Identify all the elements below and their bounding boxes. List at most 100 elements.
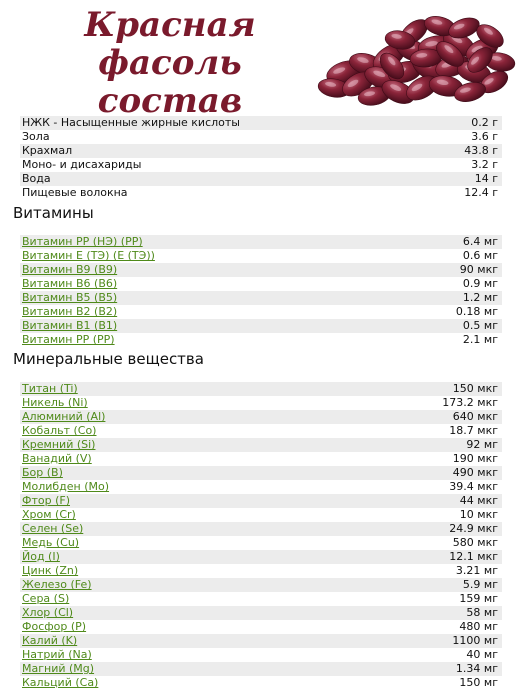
nutrient-value: 6.4 мг (462, 235, 498, 248)
nutrient-link[interactable]: Витамин B1 (B1) (22, 319, 118, 332)
nutrient-value: 24.9 мкг (449, 522, 498, 535)
nutrient-value: 90 мкг (459, 263, 498, 276)
nutrient-link[interactable]: Никель (Ni) (22, 396, 88, 409)
table-row: Кремний (Si) 92 мг (20, 438, 502, 452)
nutrient-link[interactable]: Алюминий (Al) (22, 410, 106, 423)
table-row: Титан (Ti) 150 мкг (20, 382, 502, 396)
nutrient-link[interactable]: Натрий (Na) (22, 648, 92, 661)
nutrient-value: 1.2 мг (462, 291, 498, 304)
nutrient-name: Моно- и дисахариды (22, 158, 142, 171)
table-row: Фтор (F) 44 мкг (20, 494, 502, 508)
nutrient-value: 3.2 г (471, 158, 498, 171)
nutrient-link[interactable]: Молибден (Mo) (22, 480, 110, 493)
nutrient-value: 1.34 мг (455, 662, 498, 675)
general-nutrients-table: НЖК - Насыщенные жирные кислоты 0.2 г Зола… (20, 116, 502, 200)
table-row: Селен (Se) 24.9 мкг (20, 522, 502, 536)
title-line-1: Красная фасоль (84, 5, 256, 83)
table-row: Кальций (Ca) 150 мг (20, 676, 502, 690)
nutrient-link[interactable]: Кальций (Ca) (22, 676, 99, 689)
nutrient-value: 0.2 г (471, 116, 498, 129)
table-row: Молибден (Mo) 39.4 мкг (20, 480, 502, 494)
table-row: Бор (B) 490 мкг (20, 466, 502, 480)
table-row: Витамин PP (НЭ) (PP) 6.4 мг (20, 235, 502, 249)
nutrient-value: 3.21 мг (455, 564, 498, 577)
table-row: Сера (S) 159 мг (20, 592, 502, 606)
table-row: Витамин PP (PP) 2.1 мг (20, 333, 502, 347)
nutrient-name: Зола (22, 130, 50, 143)
nutrient-value: 0.9 мг (462, 277, 498, 290)
table-row: НЖК - Насыщенные жирные кислоты 0.2 г (20, 116, 502, 130)
vitamins-heading: Витамины (13, 204, 94, 222)
nutrient-link[interactable]: Ванадий (V) (22, 452, 92, 465)
nutrient-link[interactable]: Селен (Se) (22, 522, 84, 535)
nutrient-value: 43.8 г (464, 144, 498, 157)
nutrient-link[interactable]: Фосфор (P) (22, 620, 87, 633)
nutrient-link[interactable]: Йод (I) (22, 550, 60, 563)
table-row: Натрий (Na) 40 мг (20, 648, 502, 662)
kidney-beans-image (317, 16, 516, 106)
nutrient-link[interactable]: Кобальт (Co) (22, 424, 97, 437)
nutrient-link[interactable]: Витамин B5 (B5) (22, 291, 118, 304)
nutrient-link[interactable]: Медь (Cu) (22, 536, 80, 549)
nutrient-link[interactable]: Магний (Mg) (22, 662, 95, 675)
nutrient-name: Крахмал (22, 144, 73, 157)
nutrient-link[interactable]: Витамин PP (НЭ) (PP) (22, 235, 143, 248)
nutrient-value: 159 мг (459, 592, 498, 605)
minerals-table: Титан (Ti) 150 мкг Никель (Ni) 173.2 мкг Алю… (20, 382, 502, 690)
nutrient-value: 640 мкг (452, 410, 498, 423)
nutrient-value: 12.4 г (464, 186, 498, 199)
table-row: Магний (Mg) 1.34 мг (20, 662, 502, 676)
nutrient-value: 490 мкг (452, 466, 498, 479)
table-row: Витамин B6 (B6) 0.9 мг (20, 277, 502, 291)
nutrient-name: НЖК - Насыщенные жирные кислоты (22, 116, 240, 129)
nutrient-link[interactable]: Титан (Ti) (22, 382, 78, 395)
nutrient-value: 0.6 мг (462, 249, 498, 262)
nutrient-value: 1100 мг (452, 634, 498, 647)
nutrient-link[interactable]: Калий (K) (22, 634, 78, 647)
nutrient-value: 3.6 г (471, 130, 498, 143)
table-row: Витамин E (ТЭ) (E (ТЭ)) 0.6 мг (20, 249, 502, 263)
title-line-2: состав (97, 81, 243, 121)
nutrient-value: 150 мг (459, 676, 498, 689)
nutrient-link[interactable]: Цинк (Zn) (22, 564, 79, 577)
table-row: Витамин B2 (B2) 0.18 мг (20, 305, 502, 319)
table-row: Алюминий (Al) 640 мкг (20, 410, 502, 424)
nutrient-link[interactable]: Железо (Fe) (22, 578, 92, 591)
nutrient-value: 0.18 мг (455, 305, 498, 318)
nutrient-name: Пищевые волокна (22, 186, 128, 199)
table-row: Фосфор (P) 480 мг (20, 620, 502, 634)
nutrient-value: 10 мкг (459, 508, 498, 521)
table-row: Пищевые волокна 12.4 г (20, 186, 502, 200)
table-row: Ванадий (V) 190 мкг (20, 452, 502, 466)
nutrient-link[interactable]: Хром (Cr) (22, 508, 76, 521)
table-row: Крахмал 43.8 г (20, 144, 502, 158)
page-title: Красная фасоль состав (20, 6, 320, 120)
nutrient-name: Вода (22, 172, 51, 185)
nutrient-link[interactable]: Витамин B2 (B2) (22, 305, 118, 318)
nutrient-link[interactable]: Фтор (F) (22, 494, 70, 507)
table-row: Витамин B9 (B9) 90 мкг (20, 263, 502, 277)
nutrient-value: 44 мкг (459, 494, 498, 507)
table-row: Зола 3.6 г (20, 130, 502, 144)
nutrient-value: 580 мкг (452, 536, 498, 549)
table-row: Кобальт (Co) 18.7 мкг (20, 424, 502, 438)
nutrient-link[interactable]: Кремний (Si) (22, 438, 96, 451)
nutrient-value: 40 мг (466, 648, 498, 661)
nutrient-value: 173.2 мкг (442, 396, 498, 409)
nutrient-value: 5.9 мг (462, 578, 498, 591)
table-row: Железо (Fe) 5.9 мг (20, 578, 502, 592)
vitamins-table: Витамин PP (НЭ) (PP) 6.4 мг Витамин E (ТЭ)… (20, 235, 502, 347)
table-row: Цинк (Zn) 3.21 мг (20, 564, 502, 578)
nutrient-link[interactable]: Витамин B6 (B6) (22, 277, 118, 290)
nutrient-link[interactable]: Хлор (Cl) (22, 606, 74, 619)
nutrient-link[interactable]: Витамин PP (PP) (22, 333, 115, 346)
nutrient-link[interactable]: Сера (S) (22, 592, 70, 605)
nutrient-link[interactable]: Бор (B) (22, 466, 63, 479)
table-row: Хром (Cr) 10 мкг (20, 508, 502, 522)
nutrient-link[interactable]: Витамин E (ТЭ) (E (ТЭ)) (22, 249, 155, 262)
nutrient-value: 58 мг (466, 606, 498, 619)
nutrient-value: 0.5 мг (462, 319, 498, 332)
nutrient-link[interactable]: Витамин B9 (B9) (22, 263, 118, 276)
nutrient-value: 12.1 мкг (449, 550, 498, 563)
minerals-heading: Минеральные вещества (13, 350, 204, 368)
